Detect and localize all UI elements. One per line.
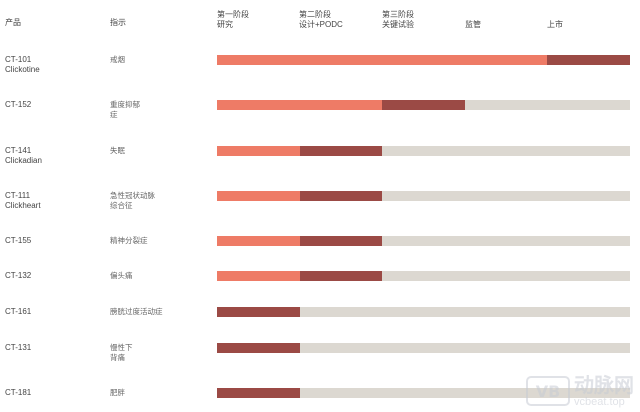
column-header-stage-5: 上市 — [547, 20, 563, 29]
progress-track — [217, 55, 630, 65]
progress-track — [217, 271, 630, 281]
progress-current-segment — [299, 191, 383, 201]
indication-name: 急性冠状动脉 综合征 — [110, 191, 155, 210]
progress-completed-segment — [217, 191, 300, 201]
watermark: VB 动脉网 vcbeat.top — [526, 374, 634, 408]
progress-completed-segment — [217, 146, 300, 156]
indication-name: 慢性下 背痛 — [110, 343, 133, 362]
product-name: CT-132 — [5, 271, 32, 280]
column-header-stage-1: 第一阶段 研究 — [217, 10, 249, 29]
progress-current-segment — [217, 343, 300, 353]
indication-name: 肥胖 — [110, 388, 125, 397]
column-header-indication: 指示 — [110, 18, 126, 27]
progress-completed-segment — [217, 236, 300, 246]
product-name: CT-111 Clickheart — [5, 191, 41, 210]
column-header-product: 产品 — [5, 18, 21, 27]
product-name: CT-101 Clickotine — [5, 55, 40, 74]
indication-name: 失眠 — [110, 146, 125, 155]
product-name: CT-141 Clickadian — [5, 146, 42, 165]
product-name: CT-152 — [5, 100, 32, 109]
product-name: CT-161 — [5, 307, 32, 316]
product-name: CT-131 — [5, 343, 32, 352]
progress-completed-segment — [217, 100, 383, 110]
progress-current-segment — [217, 388, 300, 398]
progress-current-segment — [547, 55, 630, 65]
indication-name: 膀胱过度活动症 — [110, 307, 163, 316]
progress-track — [217, 100, 630, 110]
progress-track — [217, 343, 630, 353]
product-name: CT-155 — [5, 236, 32, 245]
progress-track — [217, 146, 630, 156]
indication-name: 重度抑郁 症 — [110, 100, 140, 119]
progress-track — [217, 388, 630, 398]
progress-completed-segment — [217, 55, 548, 65]
progress-current-segment — [217, 307, 300, 317]
progress-track — [217, 307, 630, 317]
indication-name: 偏头痛 — [110, 271, 133, 280]
indication-name: 戒烟 — [110, 55, 125, 64]
progress-current-segment — [299, 271, 383, 281]
column-header-stage-3: 第三阶段 关键试验 — [382, 10, 414, 29]
progress-current-segment — [382, 100, 465, 110]
vcbeat-logo-icon: VB — [526, 376, 570, 406]
watermark-name: 动脉网 — [574, 373, 634, 397]
indication-name: 精神分裂症 — [110, 236, 148, 245]
product-name: CT-181 — [5, 388, 32, 397]
progress-completed-segment — [217, 271, 300, 281]
progress-current-segment — [299, 146, 383, 156]
progress-track — [217, 236, 630, 246]
progress-current-segment — [299, 236, 383, 246]
progress-track — [217, 191, 630, 201]
column-header-stage-2: 第二阶段 设计+PODC — [299, 10, 343, 29]
column-header-stage-4: 监管 — [465, 20, 481, 29]
watermark-url: vcbeat.top — [574, 396, 625, 408]
